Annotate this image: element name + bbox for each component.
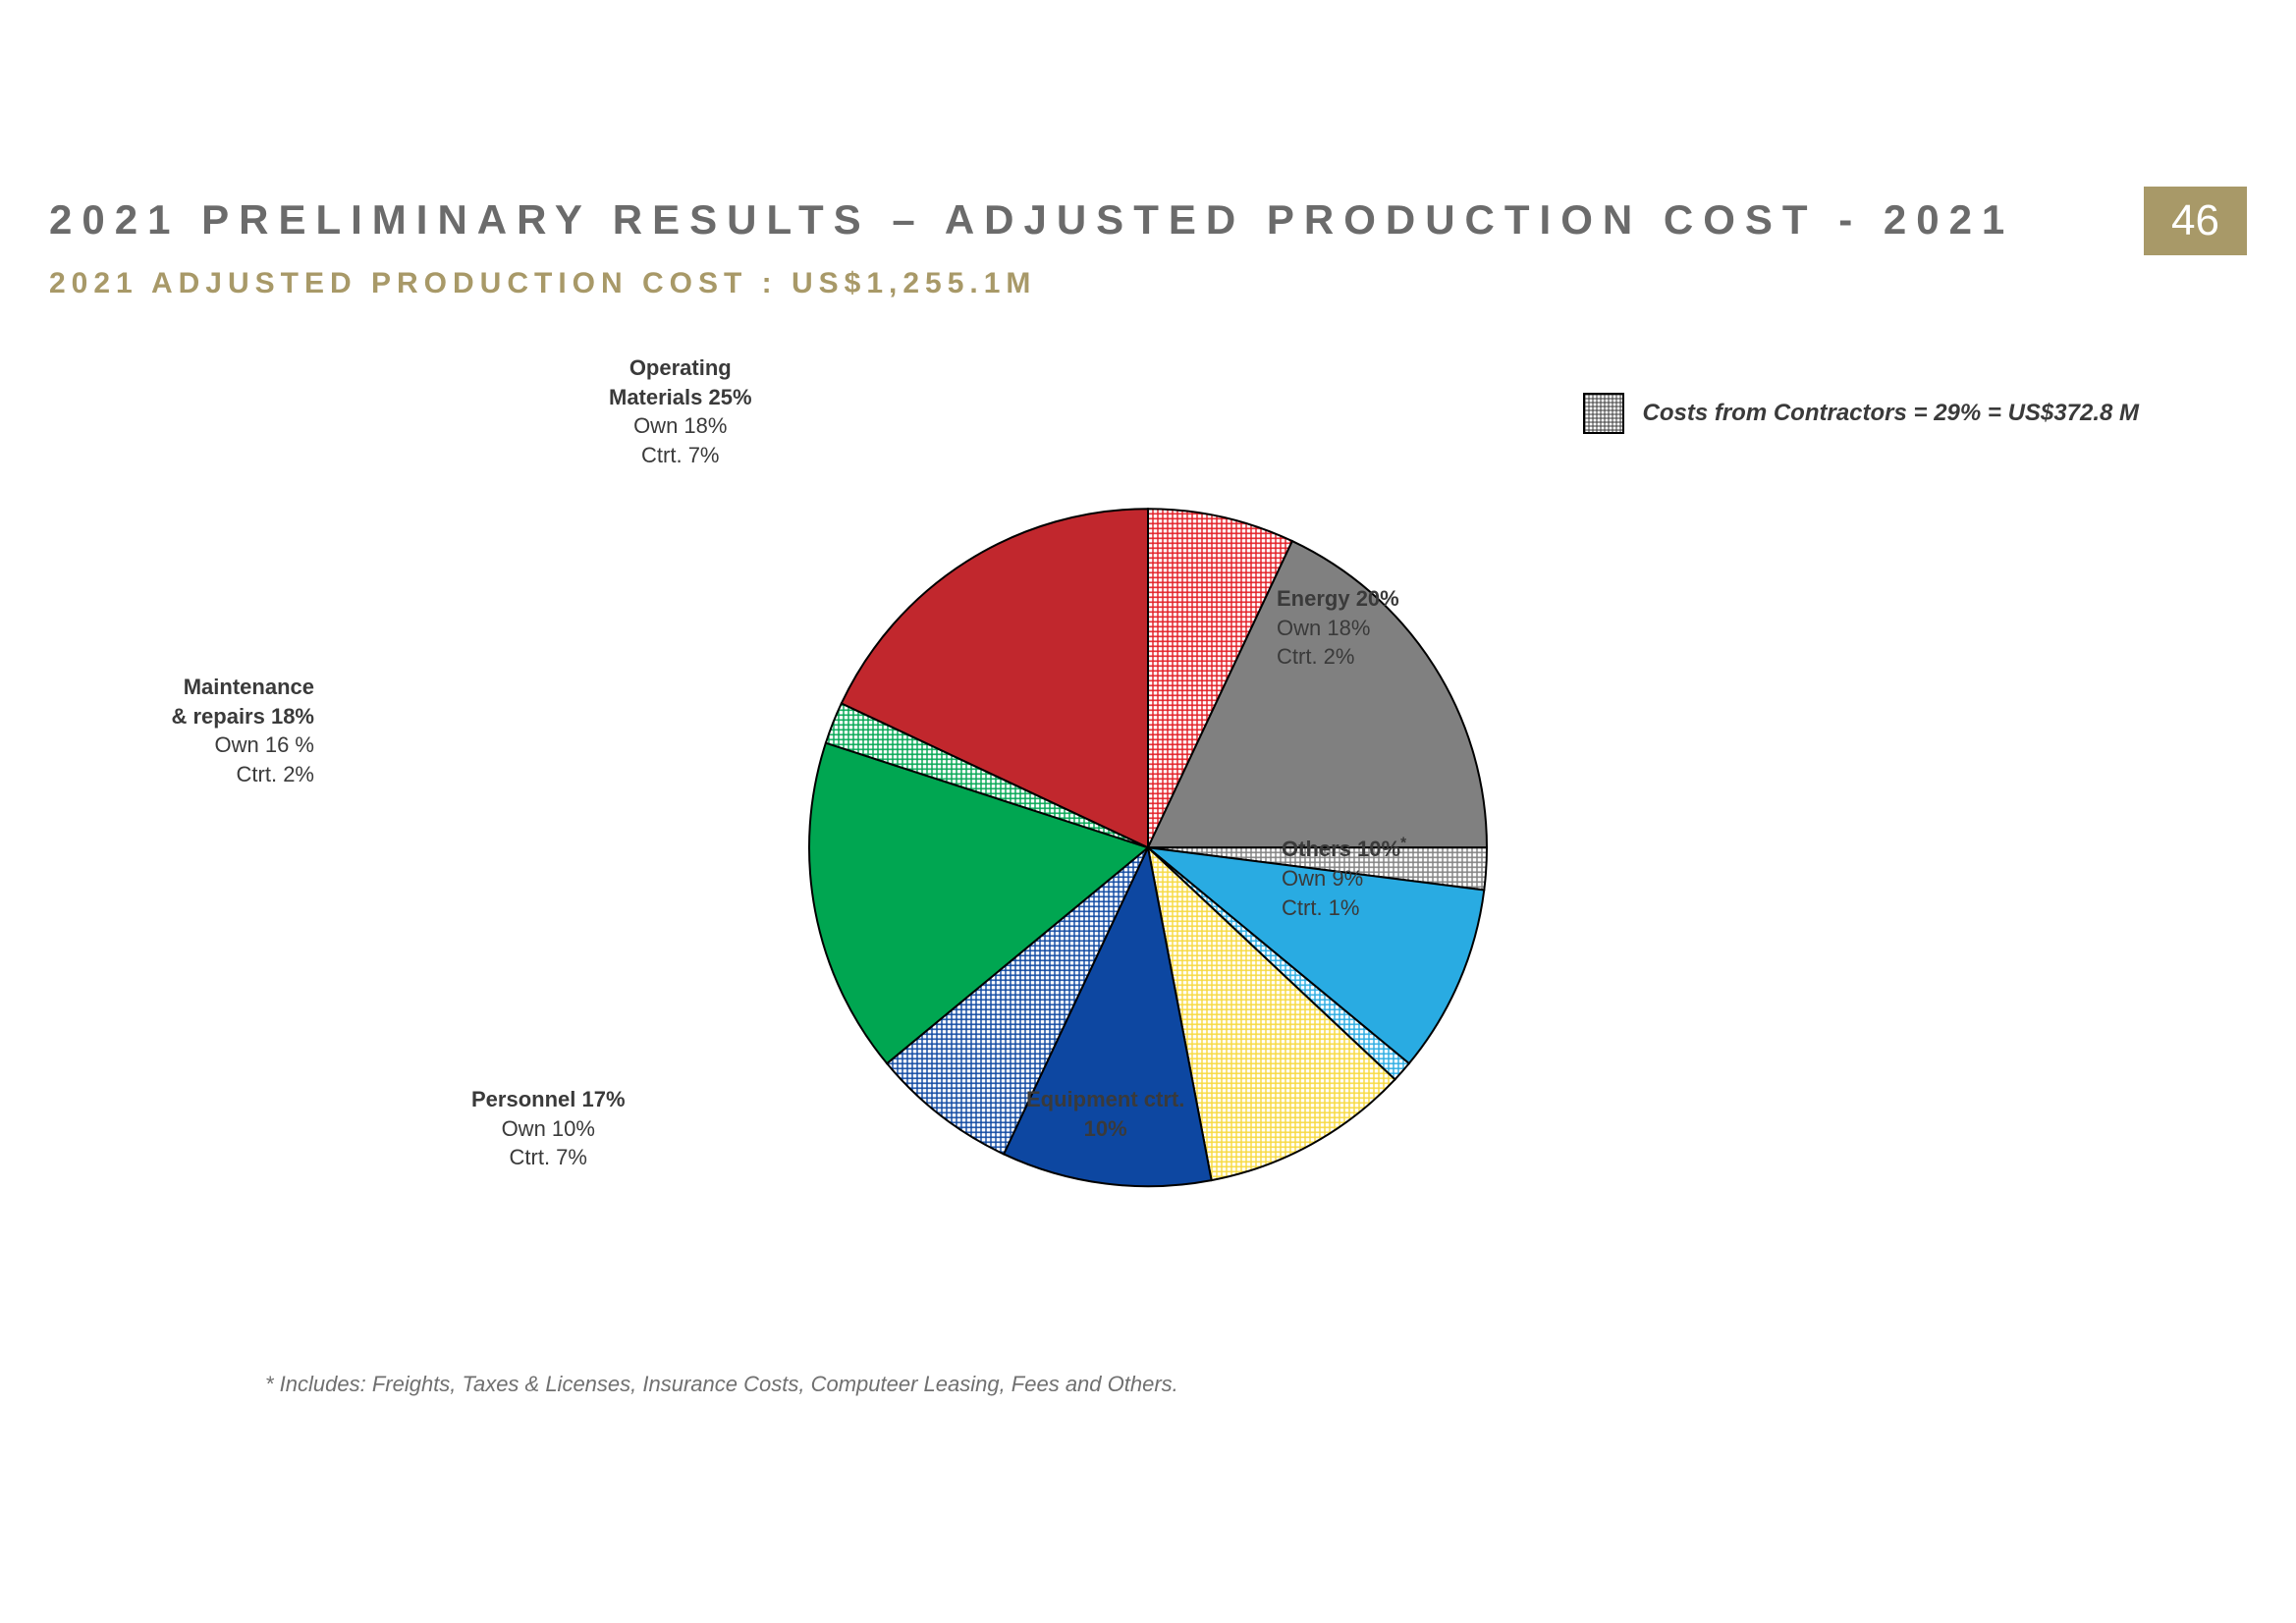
slice-label-maintenance: Maintenance& repairs 18%Own 16 %Ctrt. 2% bbox=[171, 673, 314, 789]
slice-label-operating-materials: OperatingMaterials 25%Own 18%Ctrt. 7% bbox=[609, 353, 752, 470]
page-number-badge: 46 bbox=[2144, 187, 2247, 255]
slice-label-equipment: Equipment ctrt.10% bbox=[1026, 1085, 1184, 1143]
pie-chart: OperatingMaterials 25%Own 18%Ctrt. 7%Ene… bbox=[0, 373, 2296, 1257]
slice-label-energy: Energy 20%Own 18%Ctrt. 2% bbox=[1277, 584, 1399, 672]
page-subtitle: 2021 ADJUSTED PRODUCTION COST : US$1,255… bbox=[49, 267, 1036, 300]
slice-label-others: Others 10%*Own 9%Ctrt. 1% bbox=[1282, 835, 1406, 922]
page-title: 2021 PRELIMINARY RESULTS – ADJUSTED PROD… bbox=[49, 196, 2247, 243]
footnote: * Includes: Freights, Taxes & Licenses, … bbox=[265, 1372, 1178, 1397]
slice-label-personnel: Personnel 17%Own 10%Ctrt. 7% bbox=[471, 1085, 626, 1172]
